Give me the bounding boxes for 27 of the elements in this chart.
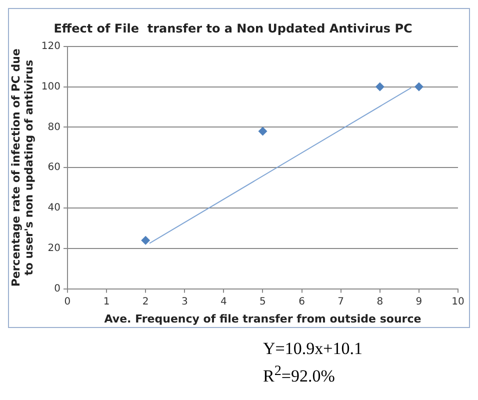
y-tick-label: 100 xyxy=(41,81,60,92)
y-tick-label: 60 xyxy=(48,162,60,174)
x-tick-label: 4 xyxy=(220,296,227,308)
y-tick-label: 120 xyxy=(41,40,60,52)
x-tick-label: 0 xyxy=(64,296,71,308)
x-tick-label: 1 xyxy=(103,296,110,308)
x-tick-label: 5 xyxy=(260,296,266,308)
x-tick-label: 10 xyxy=(452,296,464,308)
y-tick-label: 80 xyxy=(48,122,60,133)
y-tick-label: 20 xyxy=(48,242,60,254)
point xyxy=(375,82,384,92)
y-tick-label: 0 xyxy=(54,283,60,294)
point xyxy=(258,126,268,136)
x-tick-label: 7 xyxy=(338,296,344,308)
text: Y=10.9x+10.1 xyxy=(263,338,364,360)
text: R$^{2}$=92.0% xyxy=(263,362,336,388)
x-tick-label: 3 xyxy=(181,296,188,308)
y-axis-title: Percentage rate of infection of PC due to user's non updating of antivirus xyxy=(9,48,36,287)
x-tick-label: 9 xyxy=(416,296,422,308)
point xyxy=(141,236,150,245)
x-tick-label: 8 xyxy=(376,296,384,308)
chart-title: Effect of File transfer to a Non Updated Antivirus PC xyxy=(54,21,413,36)
y-tick-label: 40 xyxy=(48,202,60,214)
point xyxy=(414,82,424,92)
x-axis-title: Ave. Frequency of file transfer from outside source xyxy=(104,312,422,326)
x-tick-label: 6 xyxy=(298,296,305,308)
x-tick-label: 2 xyxy=(142,296,149,308)
